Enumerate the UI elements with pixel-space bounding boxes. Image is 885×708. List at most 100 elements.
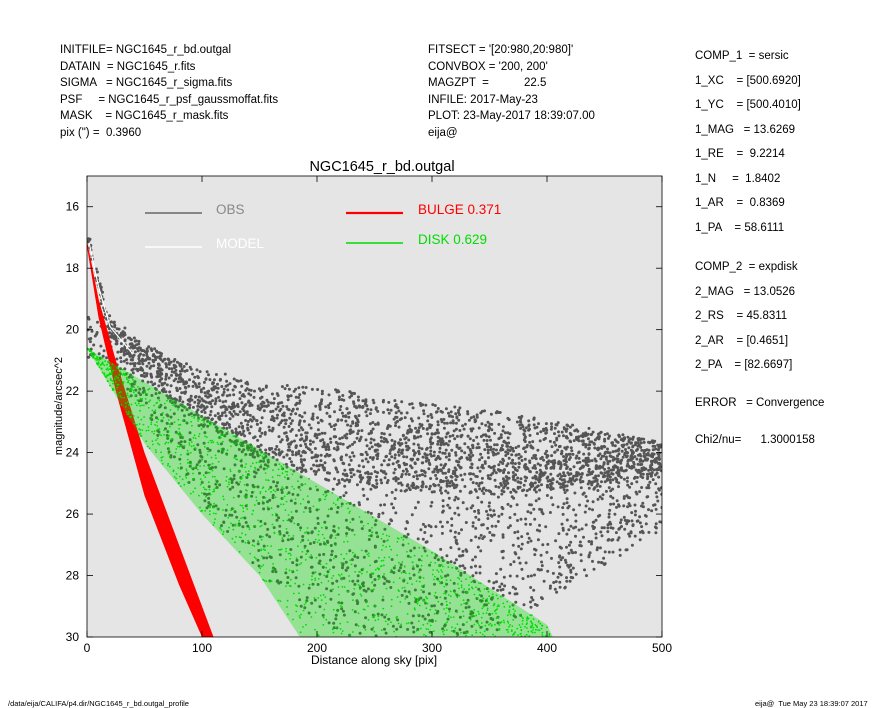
obs-point — [538, 523, 541, 527]
obs-point — [246, 420, 250, 423]
obs-point — [327, 448, 331, 451]
disk-point — [492, 633, 494, 636]
obs-point — [256, 468, 260, 472]
disk-point — [382, 595, 384, 598]
obs-point — [286, 576, 290, 579]
obs-point — [444, 448, 448, 452]
disk-point — [390, 644, 392, 646]
obs-point — [451, 419, 455, 423]
obs-point — [354, 623, 358, 627]
disk-point — [332, 588, 334, 590]
obs-point — [299, 444, 303, 448]
obs-point — [202, 441, 206, 445]
obs-point — [301, 385, 305, 389]
obs-point — [291, 407, 295, 411]
obs-point — [523, 475, 527, 479]
disk-point — [156, 421, 158, 423]
obs-point — [468, 616, 472, 620]
disk-point — [153, 430, 156, 432]
obs-point — [446, 520, 449, 524]
obs-point — [313, 447, 317, 450]
obs-point — [142, 386, 145, 390]
obs-point — [335, 467, 338, 471]
obs-point — [579, 480, 583, 484]
disk-point — [106, 367, 109, 370]
obs-point — [603, 452, 607, 455]
obs-point — [427, 458, 431, 462]
disk-point — [175, 477, 178, 480]
obs-point — [480, 489, 484, 493]
obs-point — [632, 460, 636, 464]
disk-point — [519, 647, 521, 649]
obs-point — [290, 419, 294, 423]
obs-point — [607, 486, 611, 490]
disk-point — [498, 624, 501, 626]
obs-point — [435, 468, 439, 472]
disk-point — [334, 537, 337, 539]
obs-point — [647, 530, 651, 534]
disk-point — [112, 382, 114, 385]
obs-point — [159, 358, 163, 361]
disk-point — [479, 631, 482, 634]
obs-point — [590, 483, 594, 487]
disk-point — [199, 465, 202, 467]
obs-point — [397, 425, 401, 429]
obs-point — [213, 402, 217, 406]
obs-point — [460, 528, 463, 532]
obs-point — [183, 414, 186, 418]
disk-point — [193, 434, 196, 437]
disk-point — [393, 630, 395, 633]
obs-point — [324, 405, 328, 409]
obs-point — [633, 513, 637, 517]
disk-point — [382, 607, 385, 610]
disk-point — [246, 503, 248, 506]
disk-point — [126, 372, 129, 374]
disk-point — [189, 451, 192, 454]
obs-point — [390, 558, 394, 561]
obs-point — [292, 464, 296, 467]
disk-point — [368, 555, 370, 557]
obs-point — [361, 487, 365, 491]
obs-point — [485, 439, 489, 442]
obs-point — [491, 618, 495, 621]
obs-point — [600, 497, 604, 501]
obs-point — [650, 460, 654, 464]
disk-point — [139, 409, 142, 412]
disk-point — [538, 629, 541, 632]
disk-point — [445, 579, 448, 581]
obs-point — [295, 407, 299, 411]
obs-point — [563, 491, 567, 494]
disk-point — [514, 610, 516, 612]
obs-point — [298, 598, 302, 602]
obs-point — [558, 555, 561, 559]
obs-point — [519, 477, 523, 481]
disk-point — [418, 604, 421, 607]
obs-point — [571, 423, 575, 427]
obs-point — [219, 377, 222, 381]
obs-point — [528, 522, 532, 526]
disk-point — [420, 559, 423, 562]
obs-point — [202, 408, 206, 412]
obs-point — [329, 507, 333, 511]
obs-point — [344, 560, 348, 564]
obs-point — [514, 446, 518, 450]
obs-point — [286, 407, 290, 411]
disk-point — [160, 456, 163, 459]
disk-point — [315, 485, 317, 488]
obs-point — [591, 500, 595, 504]
obs-point — [645, 472, 649, 476]
obs-point — [404, 472, 408, 476]
disk-point — [505, 628, 508, 631]
obs-point — [566, 563, 570, 567]
disk-point — [390, 640, 392, 642]
obs-point — [587, 486, 591, 490]
obs-point — [524, 450, 527, 454]
disk-point — [209, 439, 212, 442]
obs-point — [160, 413, 163, 417]
obs-point — [506, 486, 510, 490]
obs-point — [368, 447, 372, 451]
obs-point — [311, 412, 315, 416]
disk-point — [488, 595, 491, 598]
obs-point — [472, 415, 476, 419]
disk-point — [355, 641, 357, 643]
